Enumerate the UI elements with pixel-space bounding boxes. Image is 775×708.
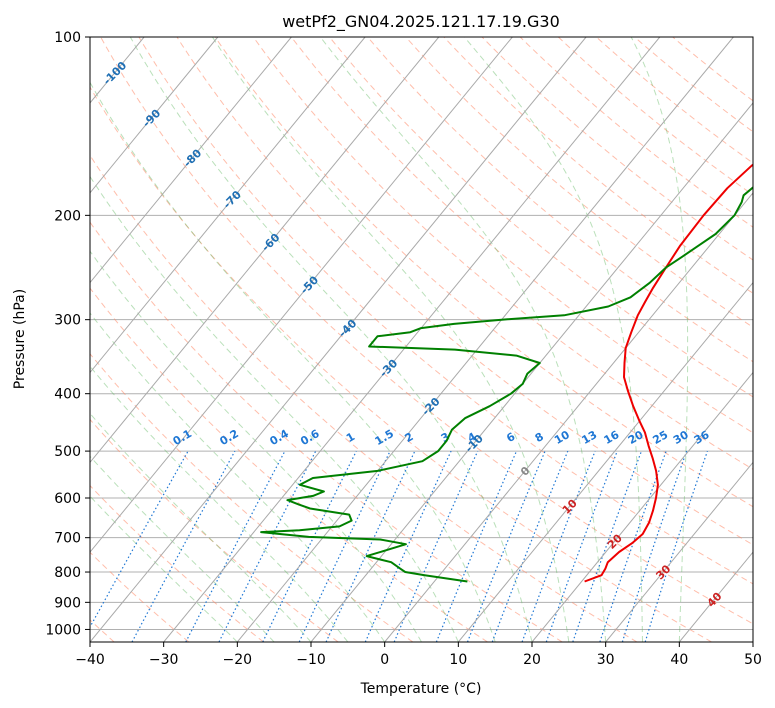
x-tick-label: 10 (449, 652, 467, 668)
dry-adiabat-line (90, 221, 563, 642)
dry-adiabats (90, 37, 753, 642)
dewpoint-profile-line (260, 186, 753, 583)
moist-adiabat-line (90, 365, 349, 642)
moist-adiabat-line (90, 250, 422, 642)
isotherm-line (90, 37, 219, 194)
isotherm-line (457, 281, 753, 642)
x-tick-label: −20 (223, 652, 253, 668)
y-tick-label: 400 (54, 387, 81, 403)
mixing-ratio-line (521, 450, 596, 642)
y-tick-label: 200 (54, 208, 81, 224)
moist-adiabat-line (90, 495, 238, 642)
y-tick-label: 500 (54, 444, 81, 460)
moist-adiabat-line (320, 37, 607, 642)
dry-adiabat-line (90, 154, 638, 642)
y-tick-label: 800 (54, 565, 81, 581)
dry-adiabat-line (557, 37, 753, 196)
dry-adiabat-line (138, 37, 753, 585)
pressure-gridlines (90, 37, 753, 630)
x-tick-label: −40 (75, 652, 105, 668)
profile-series (260, 163, 753, 583)
dry-adiabat-line (481, 37, 753, 261)
mixing-ratio-line (218, 450, 317, 642)
mixing-ratio-lines (90, 450, 708, 642)
moist-adiabat-line (90, 81, 496, 642)
y-tick-label: 900 (54, 595, 81, 611)
x-tick-label: 0 (380, 652, 389, 668)
x-tick-label: −30 (149, 652, 179, 668)
mixing-ratio-line (90, 450, 189, 629)
isotherm-line (384, 192, 753, 642)
mixing-ratio-line (435, 450, 518, 642)
isotherm-line (90, 37, 440, 464)
dry-adiabat-line (252, 37, 753, 470)
isotherm-line (90, 37, 292, 284)
mixing-ratio-line (644, 450, 708, 642)
dry-adiabat-line (519, 37, 753, 228)
moist-adiabat-line (211, 37, 570, 642)
isotherm-line (605, 461, 753, 642)
x-tick-label: 40 (670, 652, 688, 668)
mixing-ratio-line (131, 450, 236, 642)
moist-adiabat-line (464, 37, 643, 642)
mixing-ratio-line (262, 450, 357, 642)
dry-adiabat-line (90, 287, 488, 642)
isotherm-line (90, 37, 587, 642)
y-tick-label: 100 (54, 30, 81, 46)
dry-adiabat-line (214, 37, 753, 508)
mixing-ratio-line (364, 450, 452, 642)
chart-title: wetPf2_GN04.2025.121.17.19.G30 (282, 12, 560, 32)
isotherm-line (90, 37, 513, 553)
y-tick-label: 1000 (45, 622, 81, 638)
y-tick-label: 600 (54, 491, 81, 507)
x-tick-label: −10 (296, 652, 326, 668)
mixing-ratio-line (545, 450, 618, 642)
mixing-ratio-line (599, 450, 667, 642)
x-tick-label: 50 (744, 652, 762, 668)
mixing-ratio-line (621, 450, 688, 642)
y-axis-label: Pressure (hPa) (12, 289, 28, 389)
moist-adiabat-line (90, 175, 459, 642)
mixing-ratio-line (393, 450, 479, 642)
x-axis-label: Temperature (°C) (360, 681, 482, 697)
y-tick-label: 700 (54, 531, 81, 547)
dry-adiabat-line (100, 37, 753, 625)
plot-frame (89, 36, 754, 643)
dry-adiabat-line (329, 37, 753, 398)
moist-adiabat-line (90, 412, 312, 642)
moist-adiabat-line (90, 312, 386, 642)
dry-adiabat-line (90, 86, 712, 642)
x-tick-label: 30 (597, 652, 615, 668)
dry-adiabat-line (90, 418, 339, 642)
isotherm-line (531, 371, 753, 642)
temperature-profile-line (584, 163, 753, 583)
isotherm-line (163, 37, 661, 642)
y-tick-label: 300 (54, 313, 81, 329)
dry-adiabat-line (90, 484, 264, 642)
moist-adiabat-line (129, 37, 533, 642)
isotherm-line (236, 37, 734, 642)
x-tick-label: 20 (523, 652, 541, 668)
mixing-ratio-line (491, 450, 569, 642)
mixing-ratio-line (466, 450, 546, 642)
isotherm-line (90, 37, 366, 374)
moist-adiabat-line (630, 37, 689, 642)
dry-adiabat-line (367, 37, 753, 363)
mixing-ratio-line (572, 450, 643, 642)
dry-adiabat-line (176, 37, 753, 546)
